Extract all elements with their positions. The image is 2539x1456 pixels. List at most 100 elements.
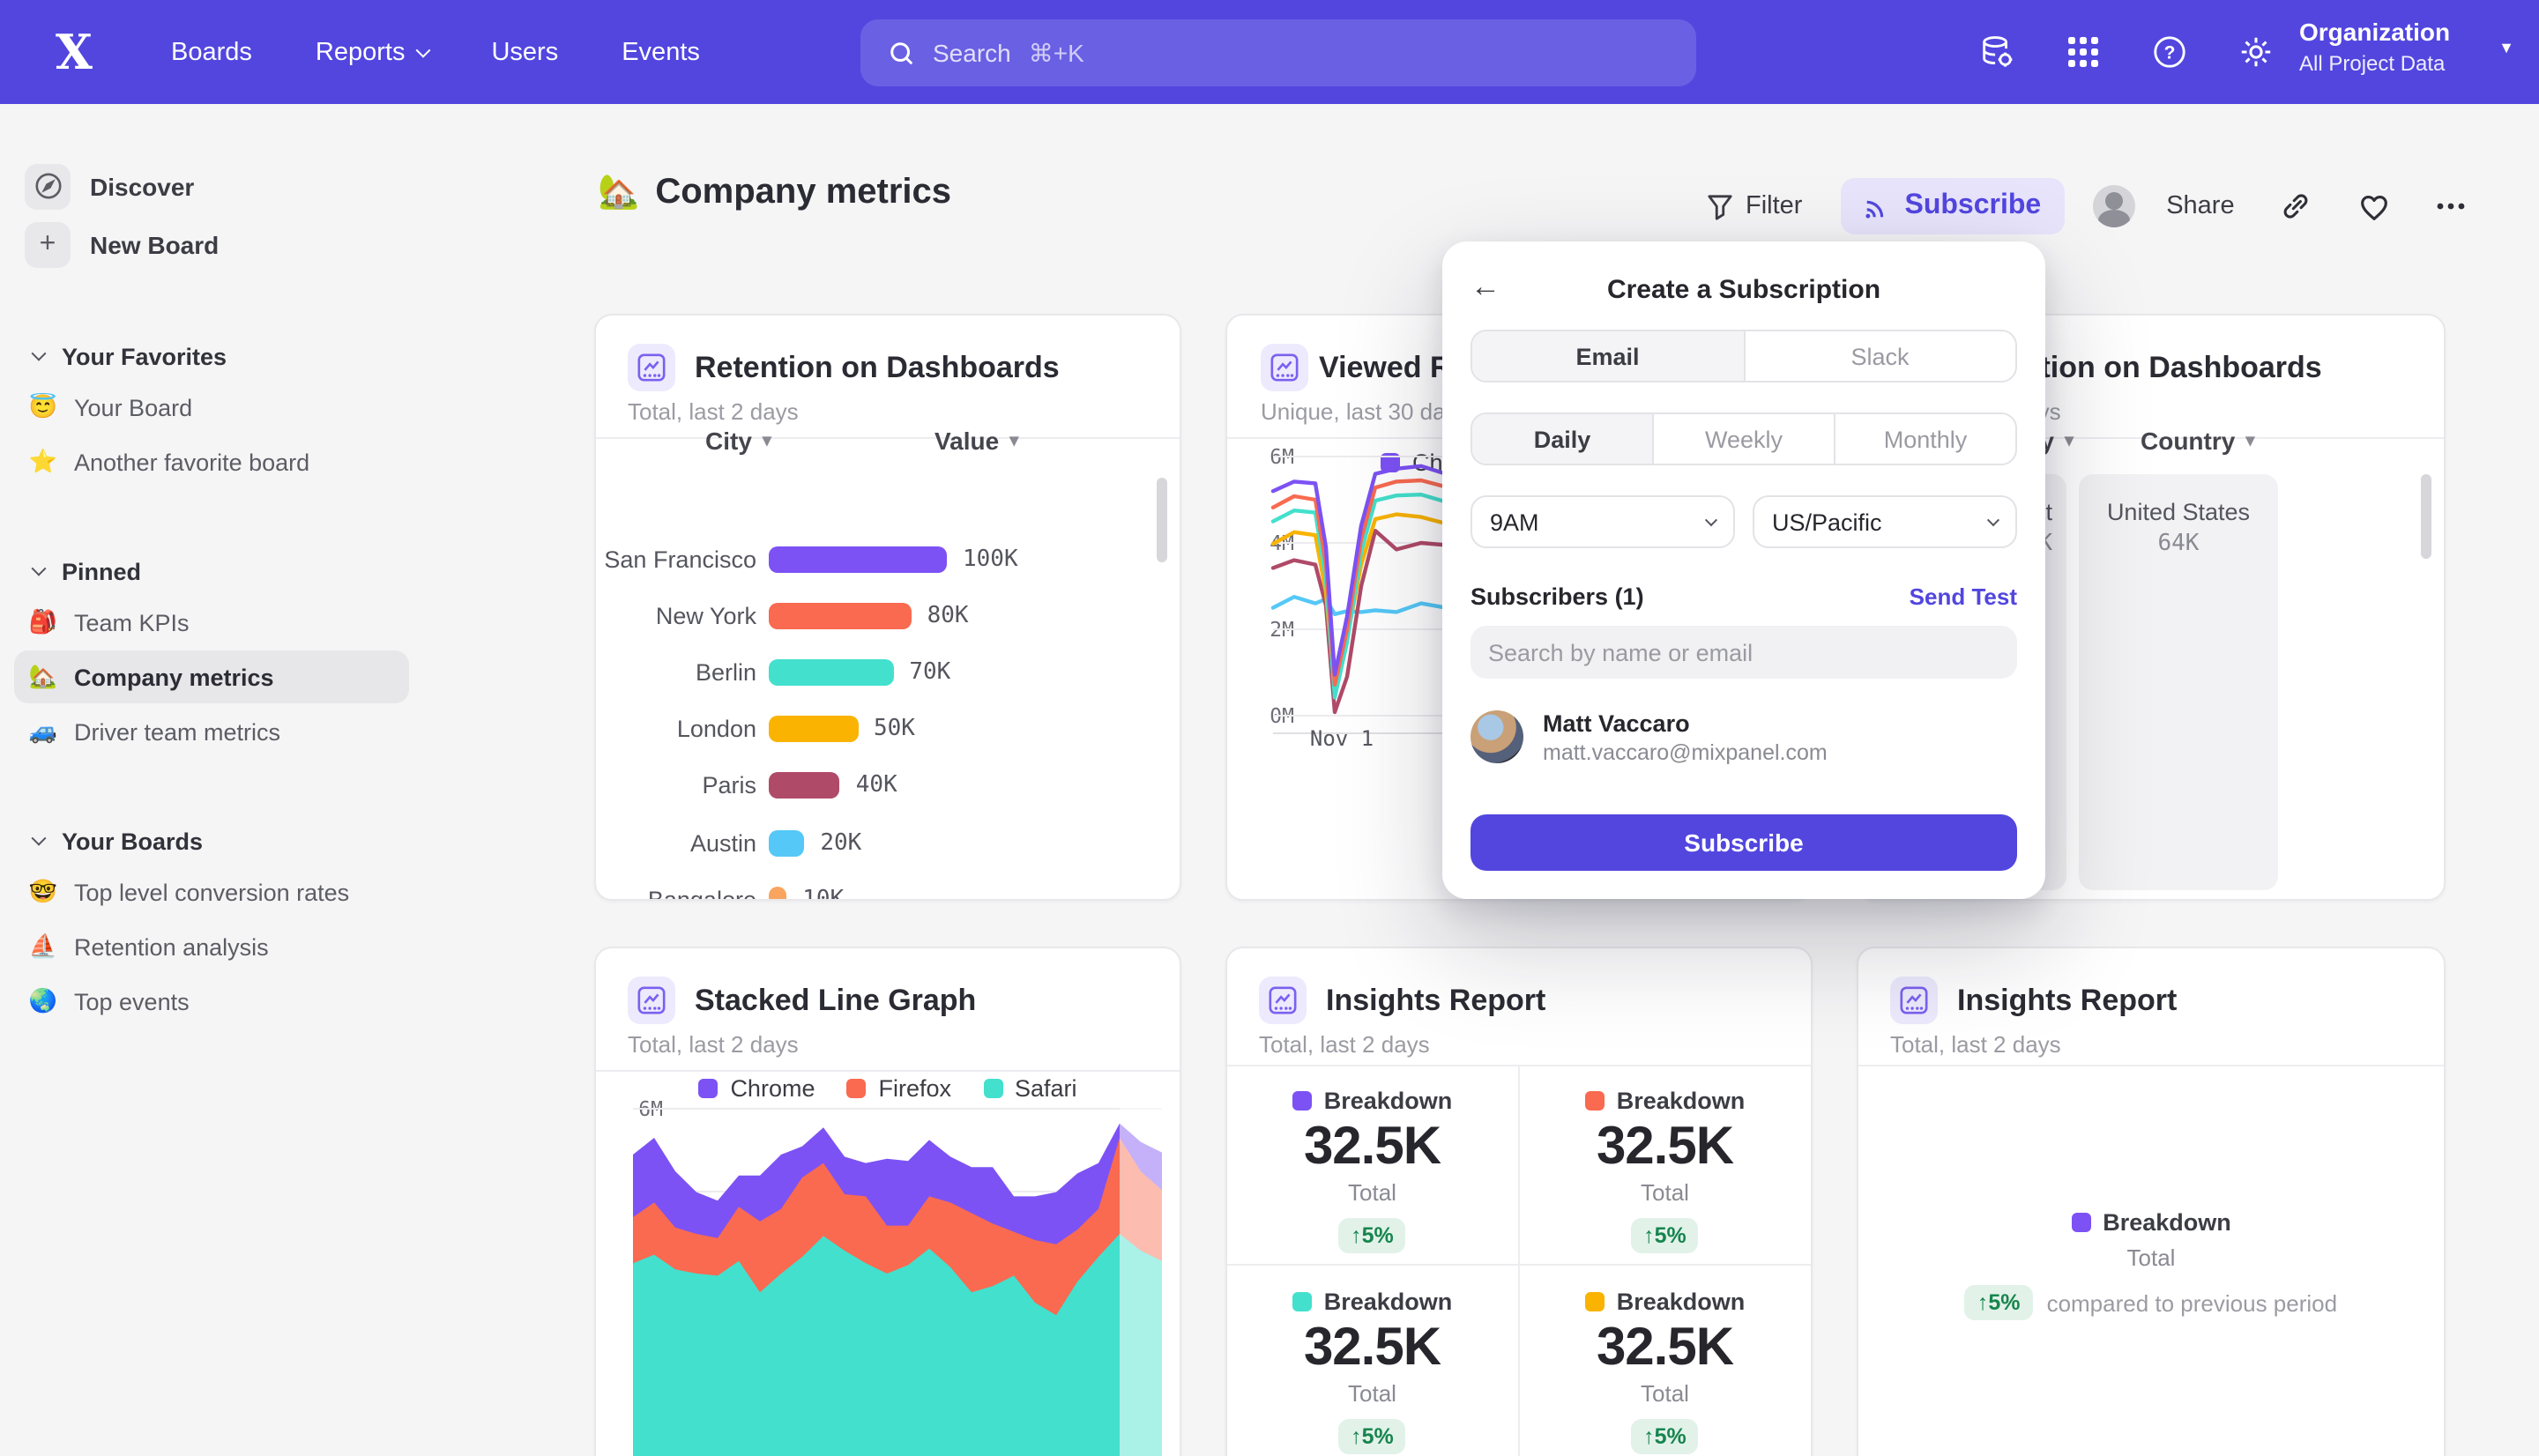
report-chart-icon — [628, 977, 675, 1024]
sidebar-item-another-favorite-board[interactable]: ⭐ Another favorite board — [28, 448, 310, 475]
sidebar-section-header[interactable]: Your Favorites — [0, 333, 423, 379]
filter-button[interactable]: Filter — [1707, 192, 1802, 220]
scrollbar[interactable] — [2421, 474, 2431, 559]
subscriber-search-input[interactable] — [1471, 626, 2017, 679]
favorite-heart-icon[interactable] — [2355, 187, 2394, 226]
nav-links: Boards Reports Users Events — [171, 38, 700, 66]
avatar[interactable] — [2092, 185, 2135, 227]
bar-row: Paris 40K — [702, 772, 897, 799]
card-insights-report-2: Insights Report Total, last 2 days Break… — [1857, 947, 2446, 1456]
search-shortcut: ⌘+K — [1028, 38, 1084, 66]
card-title: Retention on Dashboards — [695, 351, 1060, 384]
svg-text:?: ? — [2163, 43, 2175, 63]
tab-monthly[interactable]: Monthly — [1834, 414, 2015, 464]
card-stacked-line-graph: Stacked Line Graph Total, last 2 days Ch… — [594, 947, 1181, 1456]
bar-row: New York 80K — [655, 602, 969, 629]
single-metric: Breakdown Total ↑5% compared to previous… — [1858, 1209, 2444, 1320]
sidebar-item-label: Discover — [90, 172, 195, 200]
column-header-city[interactable]: City ▾ — [705, 427, 771, 455]
sidebar-item-discover[interactable]: Discover — [0, 157, 423, 215]
column-header-value[interactable]: Value ▾ — [934, 427, 1019, 455]
legend-item-chrome[interactable]: Chrome — [698, 1075, 815, 1102]
metrics-grid: Breakdown 32.5K Total ↑5% Breakdown 32.5K Tota… — [1227, 1065, 1811, 1456]
card-title: Insights Report — [1326, 984, 1546, 1017]
column-header-country[interactable]: Country ▾ — [2141, 427, 2255, 455]
data-management-icon[interactable] — [1977, 33, 2015, 71]
bar-row: Austin 20K — [689, 829, 862, 857]
help-icon[interactable]: ? — [2149, 33, 2188, 71]
metric-cell: Breakdown 32.5K Total ↑5% — [1519, 1266, 1811, 1456]
delta-badge: ↑5% — [1631, 1419, 1699, 1454]
timezone-select[interactable]: US/Pacific — [1753, 495, 2017, 548]
chart-legend: Chrome Firefox Safari — [596, 1075, 1180, 1102]
nav-item-reports[interactable]: Reports — [316, 38, 430, 66]
legend-item-safari[interactable]: Safari — [983, 1075, 1077, 1102]
back-arrow-icon[interactable]: ← — [1471, 270, 1500, 303]
send-test-link[interactable]: Send Test — [1909, 583, 2017, 610]
mixpanel-logo-icon[interactable]: X — [56, 26, 93, 80]
sidebar-item-driver-team-metrics[interactable]: 🚙 Driver team metrics — [28, 717, 281, 745]
subscribe-button[interactable]: Subscribe — [1841, 178, 2065, 234]
sidebar: Discover + New Board Your Favorites 😇 Your… — [0, 104, 423, 1456]
tab-email[interactable]: Email — [1472, 331, 1743, 381]
modal-title: Create a Subscription — [1606, 275, 1881, 305]
card-retention-on-dashboards: Retention on Dashboards Total, last 2 da… — [594, 314, 1181, 901]
bar — [769, 716, 858, 743]
metric-value: 32.5K — [1596, 1319, 1734, 1377]
board-emoji-icon: ⭐ — [28, 448, 58, 474]
bar-row: Bangalore 10K — [596, 871, 1180, 899]
frequency-tabs: Daily Weekly Monthly — [1471, 412, 2017, 465]
subscribe-submit-button[interactable]: Subscribe — [1471, 814, 2017, 871]
sidebar-item-company-metrics[interactable]: 🏡 Company metrics — [14, 650, 409, 703]
sidebar-item-label: New Board — [90, 230, 220, 258]
org-switcher[interactable]: Organization All Project Data ▼ — [2299, 16, 2514, 78]
metric-sub: Total — [2126, 1244, 2176, 1271]
chevron-down-icon — [414, 41, 430, 57]
metric-header: Breakdown — [1584, 1289, 1745, 1315]
copy-link-icon[interactable] — [2277, 187, 2316, 226]
settings-gear-icon[interactable] — [2236, 33, 2275, 71]
series-swatch — [1292, 1292, 1312, 1311]
divider — [596, 437, 1180, 439]
sidebar-sections: Your Favorites 😇 Your Board ⭐ Another favori… — [0, 333, 423, 1028]
legend-item-firefox[interactable]: Firefox — [846, 1075, 951, 1102]
sidebar-section: Your Favorites 😇 Your Board ⭐ Another favori… — [0, 333, 423, 488]
nav-right-icons: ? — [1977, 0, 2275, 104]
tab-weekly[interactable]: Weekly — [1652, 414, 1834, 464]
compass-icon — [25, 163, 71, 209]
metric-sub: Total — [1348, 1380, 1396, 1407]
tab-daily[interactable]: Daily — [1472, 414, 1652, 464]
search-input[interactable]: Search ⌘+K — [860, 19, 1696, 86]
sidebar-item-team-kpis[interactable]: 🎒 Team KPIs — [28, 608, 190, 635]
nav-item-users[interactable]: Users — [491, 38, 559, 66]
card-title: Stacked Line Graph — [695, 984, 977, 1017]
caret-down-icon: ▾ — [1009, 431, 1019, 450]
sidebar-item-new-board[interactable]: + New Board — [0, 215, 423, 273]
report-chart-icon — [1890, 977, 1938, 1024]
series-swatch — [1584, 1091, 1605, 1111]
sidebar-section-header[interactable]: Pinned — [0, 548, 423, 594]
series-swatch — [1584, 1292, 1605, 1311]
country-tile[interactable]: United States 64K — [2079, 474, 2278, 890]
tab-slack[interactable]: Slack — [1743, 331, 2015, 381]
sidebar-item-top-level-conversion-rates[interactable]: 🤓 Top level conversion rates — [28, 878, 350, 905]
nav-item-boards[interactable]: Boards — [171, 38, 252, 66]
scrollbar[interactable] — [1157, 478, 1167, 562]
chevron-down-icon — [31, 561, 47, 576]
time-select[interactable]: 9AM — [1471, 495, 1735, 548]
sidebar-section-header[interactable]: Your Boards — [0, 818, 423, 864]
top-navbar: X Boards Reports Users Events Search ⌘+K ? — [0, 0, 2539, 104]
sidebar-item-retention-analysis[interactable]: ⛵ Retention analysis — [28, 932, 269, 960]
series-swatch — [846, 1079, 867, 1098]
sidebar-item-top-events[interactable]: 🌏 Top events — [28, 987, 190, 1014]
apps-grid-icon[interactable] — [2063, 33, 2102, 71]
share-button[interactable]: Share — [2166, 192, 2235, 220]
metric-header: Breakdown — [1292, 1289, 1452, 1315]
more-options-icon[interactable] — [2432, 187, 2471, 226]
nav-item-events[interactable]: Events — [622, 38, 700, 66]
subscriber-row[interactable]: Matt Vaccaro matt.vaccaro@mixpanel.com — [1471, 707, 2017, 767]
metric-cell: Breakdown 32.5K Total ↑5% — [1519, 1065, 1811, 1266]
sidebar-item-your-board[interactable]: 😇 Your Board — [28, 393, 193, 420]
card-subtitle: Total, last 2 days — [1890, 1031, 2061, 1058]
